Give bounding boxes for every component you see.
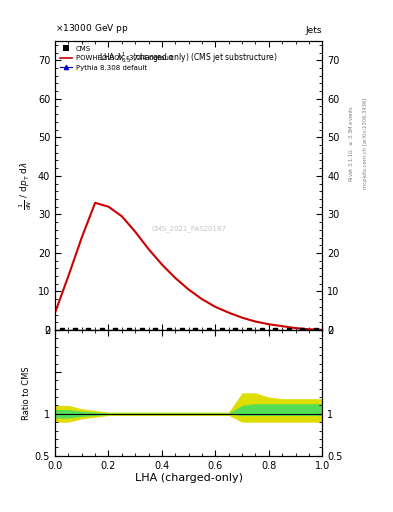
Text: CMS_2021_PAS20187: CMS_2021_PAS20187 (151, 225, 226, 232)
Text: Rivet 3.1.10, $\geq$ 3.3M events: Rivet 3.1.10, $\geq$ 3.3M events (348, 105, 356, 182)
Y-axis label: $\frac{1}{\mathrm{d}N}$ / $\mathrm{d}p_\mathrm{T}$ $\mathrm{d}\lambda$: $\frac{1}{\mathrm{d}N}$ / $\mathrm{d}p_\… (17, 161, 34, 210)
Text: LHA $\lambda^{1}_{0.5}$ (charged only) (CMS jet substructure): LHA $\lambda^{1}_{0.5}$ (charged only) (… (99, 50, 278, 65)
Text: $\times$13000 GeV pp: $\times$13000 GeV pp (55, 22, 129, 35)
Legend: CMS, POWHEG BOX r3744 default, Pythia 8.308 default: CMS, POWHEG BOX r3744 default, Pythia 8.… (57, 43, 176, 74)
X-axis label: LHA (charged-only): LHA (charged-only) (135, 473, 242, 483)
Text: Jets: Jets (306, 26, 322, 35)
Text: mcplots.cern.ch [arXiv:1306.3436]: mcplots.cern.ch [arXiv:1306.3436] (363, 98, 368, 189)
Y-axis label: Ratio to CMS: Ratio to CMS (22, 366, 31, 420)
